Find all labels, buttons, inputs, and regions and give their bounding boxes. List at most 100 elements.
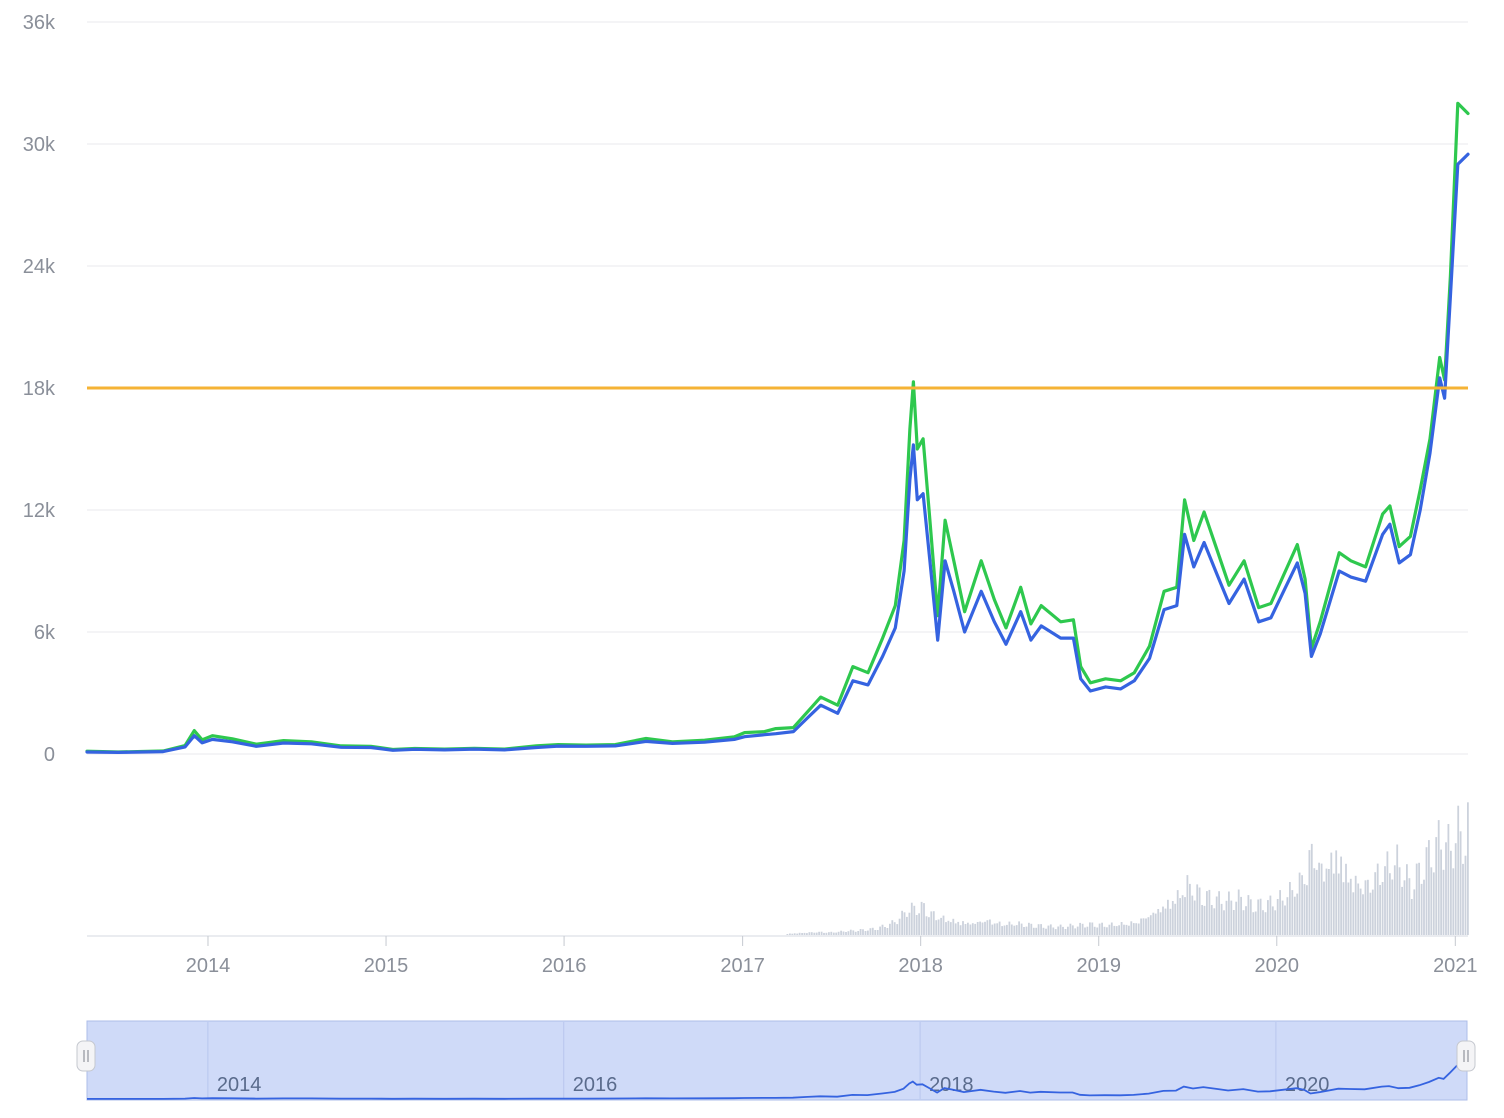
volume-bar [920, 901, 923, 935]
volume-bar [1049, 924, 1052, 935]
volume-bar [1274, 910, 1277, 935]
volume-bar [1242, 910, 1245, 935]
volume-bar [847, 931, 850, 935]
volume-bar [1279, 890, 1281, 935]
volume-bar [981, 922, 984, 935]
volume-bar [1276, 899, 1279, 935]
volume-bar [1147, 917, 1150, 935]
volume-bar [876, 930, 879, 935]
volume-bar [1223, 910, 1225, 935]
volume-bar [979, 921, 981, 935]
volume-bar [1313, 868, 1316, 935]
volume-bar [998, 921, 1001, 935]
volume-bar [1220, 903, 1223, 935]
volume-bar [1086, 926, 1089, 935]
volume-bar [1003, 925, 1006, 935]
volume-bar [928, 917, 930, 935]
y-tick-label: 24k [23, 256, 56, 278]
volume-bar [889, 923, 891, 935]
volume-bar [1030, 923, 1033, 935]
volume-bar [1284, 905, 1286, 935]
volume-bar [1057, 926, 1060, 935]
volume-bar [1047, 925, 1050, 935]
volume-bar [803, 932, 806, 935]
price-series [85, 101, 1470, 754]
volume-bar [869, 928, 872, 935]
y-tick-label: 6k [34, 622, 56, 644]
navigator-left-handle[interactable] [76, 1040, 96, 1072]
volume-bar [932, 911, 935, 935]
navigator-x-tick-label: 2016 [573, 1074, 618, 1096]
volume-bar [1001, 926, 1003, 935]
volume-bar [1440, 849, 1442, 935]
volume-bar [1067, 926, 1069, 935]
volume-bar [947, 920, 950, 935]
volume-bar [954, 923, 957, 935]
volume-bar [1123, 924, 1125, 935]
volume-bar [1189, 883, 1191, 935]
volume-bar [930, 911, 933, 935]
navigator-selection[interactable] [86, 1020, 1468, 1101]
volume-bar [815, 932, 818, 935]
volume-bar [1045, 928, 1047, 935]
volume-bar [1286, 897, 1289, 935]
volume-bar [862, 929, 864, 935]
volume-bar [910, 902, 913, 935]
volume-bar [1218, 891, 1220, 935]
volume-bar [1362, 894, 1364, 935]
volume-bar [949, 922, 952, 935]
volume-bar [1389, 873, 1391, 935]
volume-bar [1084, 927, 1086, 935]
volume-bar [891, 920, 894, 935]
volume-bar [1271, 906, 1274, 935]
volume-bar [1137, 923, 1140, 935]
navigator-right-handle[interactable] [1456, 1040, 1476, 1072]
volume-bar [1457, 805, 1460, 935]
volume-bar [801, 933, 803, 935]
volume-bar [984, 921, 986, 935]
navigator[interactable]: 2014 2016 2018 2020 [76, 1020, 1476, 1101]
navigator-series [87, 1064, 1468, 1100]
volume-bar [1191, 895, 1194, 935]
volume-bar [837, 931, 840, 935]
volume-bar [1428, 840, 1430, 935]
volume-bar [830, 931, 833, 935]
volume-bar [962, 921, 964, 935]
volume-bar [942, 915, 945, 935]
x-tick-label: 2015 [364, 955, 409, 977]
volume-bar [893, 922, 896, 935]
volume-bar [1035, 927, 1038, 935]
volume-bar [1020, 923, 1023, 935]
volume-bar [1230, 900, 1233, 935]
volume-bar [1237, 889, 1240, 935]
volume-bar [1240, 896, 1242, 935]
volume-bar [1349, 878, 1352, 935]
volume-bar [1296, 893, 1299, 935]
volume-bars [786, 802, 1469, 935]
volume-bar [1408, 878, 1411, 935]
volume-bar [825, 932, 828, 935]
volume-bar [874, 930, 877, 935]
volume-bar [1103, 926, 1106, 935]
volume-bar [1093, 926, 1096, 935]
volume-bar [1425, 847, 1428, 935]
volume-bar [798, 932, 801, 935]
volume-bar [1420, 883, 1423, 935]
volume-bar [1142, 918, 1145, 935]
volume-bar [1254, 911, 1257, 935]
volume-bar [1252, 912, 1255, 935]
volume-bar [1213, 908, 1216, 935]
volume-bar [1198, 887, 1201, 935]
volume-bar [808, 932, 811, 935]
volume-bar [1235, 901, 1238, 935]
volume-bar [1215, 896, 1218, 935]
volume-bar [1128, 925, 1130, 935]
y-axis-ticks: 0 6k 12k 18k 24k 30k 36k [23, 12, 56, 766]
volume-bar [1040, 924, 1042, 935]
volume-bar [791, 933, 794, 935]
volume-bar [1059, 924, 1062, 935]
navigator-x-tick-label: 2020 [1285, 1074, 1330, 1096]
volume-bar [1101, 922, 1103, 935]
volume-bar [854, 931, 857, 935]
volume-bar [1052, 927, 1055, 935]
